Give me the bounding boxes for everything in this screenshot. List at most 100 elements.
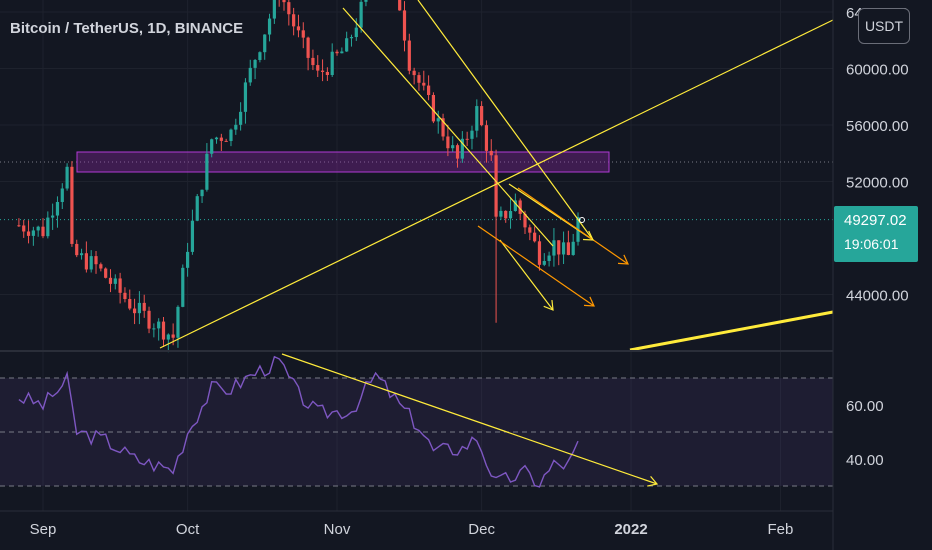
ascending-trendline[interactable] bbox=[159, 19, 834, 349]
candle-body bbox=[306, 37, 310, 58]
candle-body bbox=[113, 278, 117, 284]
drawing-handle[interactable] bbox=[579, 217, 585, 223]
candle-body bbox=[475, 106, 479, 131]
arrow-head bbox=[582, 230, 594, 241]
candle-body bbox=[258, 52, 262, 60]
candle-body bbox=[287, 2, 291, 15]
candles bbox=[17, 0, 580, 353]
candle-body bbox=[345, 38, 349, 52]
candle-body bbox=[330, 51, 334, 76]
candle-body bbox=[311, 57, 315, 66]
candle-body bbox=[41, 226, 45, 237]
candle-body bbox=[123, 292, 127, 300]
candle-body bbox=[224, 140, 228, 142]
candle-body bbox=[528, 227, 532, 233]
candle-body bbox=[504, 210, 508, 219]
candle-body bbox=[137, 302, 141, 314]
drawings[interactable] bbox=[159, 0, 834, 487]
candle-body bbox=[508, 211, 513, 219]
candle-body bbox=[171, 334, 175, 338]
candle-body bbox=[22, 225, 26, 232]
candle-body bbox=[142, 302, 146, 311]
candle-body bbox=[359, 1, 363, 28]
candle-body bbox=[181, 267, 185, 307]
candle-body bbox=[219, 137, 223, 141]
candle-body bbox=[152, 328, 156, 330]
candle-body bbox=[60, 188, 64, 202]
rsi-tick-label: 60.00 bbox=[846, 398, 884, 415]
candle-body bbox=[407, 40, 411, 71]
candle-body bbox=[340, 51, 344, 54]
candle-body bbox=[161, 321, 166, 340]
rsi-line bbox=[18, 355, 579, 488]
candle-body bbox=[210, 139, 214, 154]
symbol-title[interactable]: Bitcoin / TetherUS, 1D, BINANCE bbox=[10, 20, 244, 37]
time-tick-label: Nov bbox=[324, 521, 351, 538]
candle-body bbox=[412, 70, 416, 76]
candle-body bbox=[195, 196, 199, 221]
candle-body bbox=[282, 0, 286, 3]
candle-body bbox=[398, 0, 402, 11]
flag-line-lower[interactable] bbox=[499, 239, 554, 311]
long-term-trendline[interactable] bbox=[629, 310, 834, 352]
candle-body bbox=[118, 278, 122, 293]
candle-body bbox=[99, 264, 103, 269]
candle-body bbox=[55, 201, 60, 216]
resistance-zone[interactable] bbox=[76, 151, 610, 173]
candle-body bbox=[354, 27, 358, 38]
projection-arrow-lower[interactable] bbox=[477, 225, 595, 307]
last-price: 49297.02 bbox=[844, 212, 907, 229]
candle-body bbox=[335, 51, 339, 54]
arrow-head bbox=[583, 296, 595, 307]
time-axis[interactable]: Sep Oct Nov Dec 2022 Feb bbox=[30, 521, 794, 538]
candle-body bbox=[94, 256, 98, 265]
candle-body bbox=[427, 85, 431, 95]
candle-body bbox=[70, 166, 74, 244]
channel-line-outer[interactable] bbox=[417, 0, 594, 241]
candle-body bbox=[253, 59, 257, 68]
candle-body bbox=[316, 65, 320, 71]
rsi-axis[interactable]: 60.00 40.00 bbox=[846, 398, 884, 469]
candle-body bbox=[547, 255, 551, 261]
candle-body bbox=[441, 118, 445, 137]
time-tick-label: Feb bbox=[768, 521, 794, 538]
candle-body bbox=[431, 94, 436, 122]
candle-body bbox=[422, 82, 426, 86]
candle-body bbox=[533, 232, 537, 242]
projection-arrow-upper[interactable] bbox=[517, 187, 629, 265]
currency-button[interactable]: USDT bbox=[858, 8, 910, 44]
time-tick-label: 2022 bbox=[614, 521, 647, 538]
candle-body bbox=[272, 0, 276, 19]
candle-body bbox=[214, 137, 219, 140]
grid bbox=[0, 0, 833, 511]
candle-body bbox=[84, 253, 88, 270]
candle-body bbox=[455, 145, 460, 159]
candle-body bbox=[301, 30, 305, 38]
candle-body bbox=[267, 18, 272, 35]
candle-body bbox=[470, 130, 474, 139]
candle-body bbox=[248, 67, 252, 83]
candle-body bbox=[557, 240, 561, 255]
rsi-trendline[interactable] bbox=[281, 353, 658, 485]
candle-body bbox=[537, 241, 542, 265]
time-tick-label: Dec bbox=[468, 521, 495, 538]
arrow-head bbox=[647, 475, 659, 487]
candle-body bbox=[460, 138, 464, 159]
candle-body bbox=[239, 111, 243, 125]
channel-line-upper[interactable] bbox=[342, 7, 554, 247]
price-tick-label: 60000.00 bbox=[846, 62, 909, 79]
candle-body bbox=[31, 230, 35, 236]
candle-body bbox=[132, 308, 137, 314]
candle-body bbox=[157, 321, 161, 329]
candle-body bbox=[499, 210, 503, 217]
candle-body bbox=[494, 155, 498, 217]
candle-body bbox=[104, 268, 108, 278]
candle-body bbox=[200, 189, 204, 197]
price-tick-label: 44000.00 bbox=[846, 288, 909, 305]
candle-body bbox=[36, 226, 40, 231]
candle-body bbox=[75, 243, 79, 256]
candle-body bbox=[561, 242, 566, 255]
candle-body bbox=[186, 251, 190, 268]
